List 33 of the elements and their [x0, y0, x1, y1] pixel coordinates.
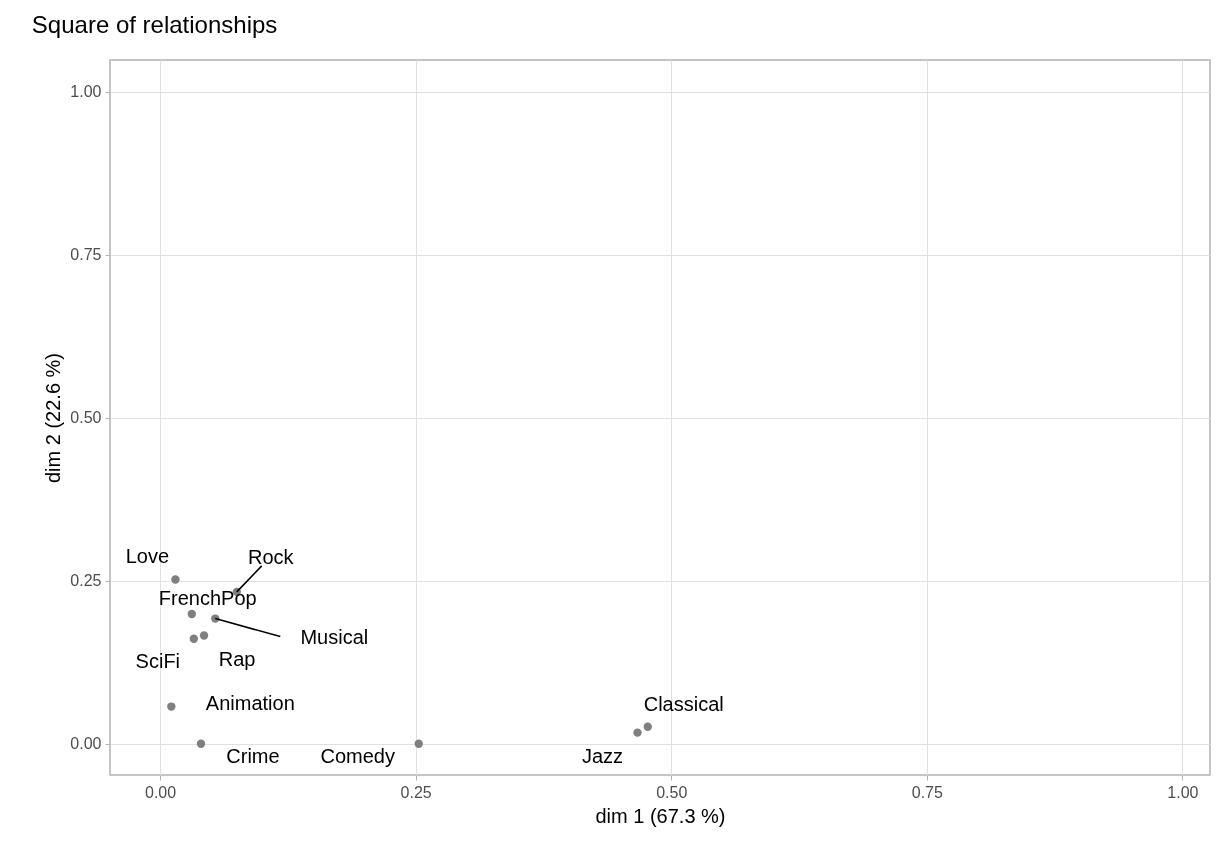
point [643, 722, 652, 731]
data-label: Classical [643, 692, 724, 715]
point [633, 728, 642, 737]
x-axis-title: dim 1 (67.3 %) [595, 804, 726, 827]
x-tick-label: 0.00 [145, 783, 177, 801]
point [167, 702, 176, 711]
x-tick-label: 0.75 [911, 783, 943, 801]
y-tick-label: 0.00 [70, 735, 102, 753]
y-tick-label: 0.75 [70, 246, 102, 264]
data-label: Jazz [581, 744, 624, 767]
point [171, 575, 180, 584]
chart-title: Square of relationships [31, 11, 278, 38]
point [414, 739, 423, 748]
point [189, 634, 199, 643]
data-label: Animation [205, 691, 295, 714]
data-label: Comedy [320, 744, 395, 767]
point [196, 739, 206, 748]
x-tick-label: 1.00 [1167, 783, 1199, 801]
data-label: Rap [218, 647, 256, 670]
y-axis-title: dim 2 (22.6 %) [42, 352, 65, 484]
point [187, 609, 196, 619]
data-label: SciFi [135, 649, 181, 672]
y-tick-label: 0.25 [70, 572, 102, 590]
x-tick-label: 0.25 [400, 783, 432, 801]
x-tick-label: 0.50 [656, 783, 688, 801]
y-tick-label: 0.50 [70, 409, 102, 427]
data-label: Musical [300, 625, 369, 648]
data-label: Rock [247, 545, 295, 568]
data-label: Crime [226, 744, 280, 767]
y-tick-label: 1.00 [70, 83, 102, 101]
point [199, 631, 209, 640]
data-label: Love [125, 545, 170, 568]
data-label: FrenchPop [158, 587, 257, 610]
